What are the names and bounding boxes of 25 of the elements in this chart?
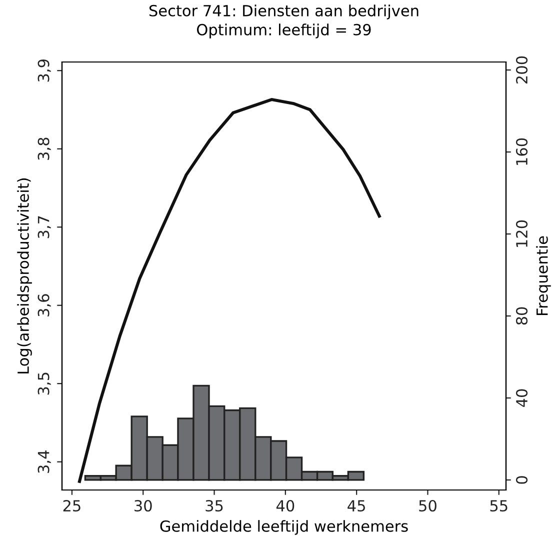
y-tick-label: 3,9 — [38, 60, 51, 82]
y-tick-label: 3,5 — [38, 372, 51, 395]
x-tick-label: 55 — [490, 500, 508, 512]
x-tick-label: 35 — [206, 500, 223, 512]
line-series — [78, 98, 381, 483]
x-tick-label: 40 — [276, 500, 294, 512]
y2-tick-label: 120 — [516, 220, 528, 247]
x-tick-label: 30 — [134, 500, 152, 512]
y2-tick-label: 80 — [516, 307, 528, 325]
chart-subtitle: Optimum: leeftijd = 39 — [197, 24, 371, 38]
y2-tick-label: 40 — [516, 389, 528, 407]
x-tick-label: 45 — [348, 500, 365, 512]
y-tick-label: 3,6 — [38, 294, 51, 316]
x-axis-title: Gemiddelde leeftijd werknemers — [160, 520, 408, 535]
y2-axis-title: Frequentie — [536, 236, 551, 316]
chart-title: Sector 741: Diensten aan bedrijven — [149, 4, 418, 20]
y-tick-label: 3,4 — [38, 450, 51, 473]
y-tick-label: 3,8 — [38, 138, 51, 160]
y-axis-title: Log(arbeidsproductiviteit) — [17, 178, 32, 374]
y2-tick-label: 160 — [516, 138, 528, 165]
x-tick-label: 25 — [63, 500, 80, 512]
y2-tick-label: 200 — [516, 56, 528, 84]
y2-tick-label: 0 — [516, 476, 528, 484]
y-tick-label: 3,7 — [38, 216, 51, 238]
x-tick-label: 50 — [419, 500, 436, 512]
